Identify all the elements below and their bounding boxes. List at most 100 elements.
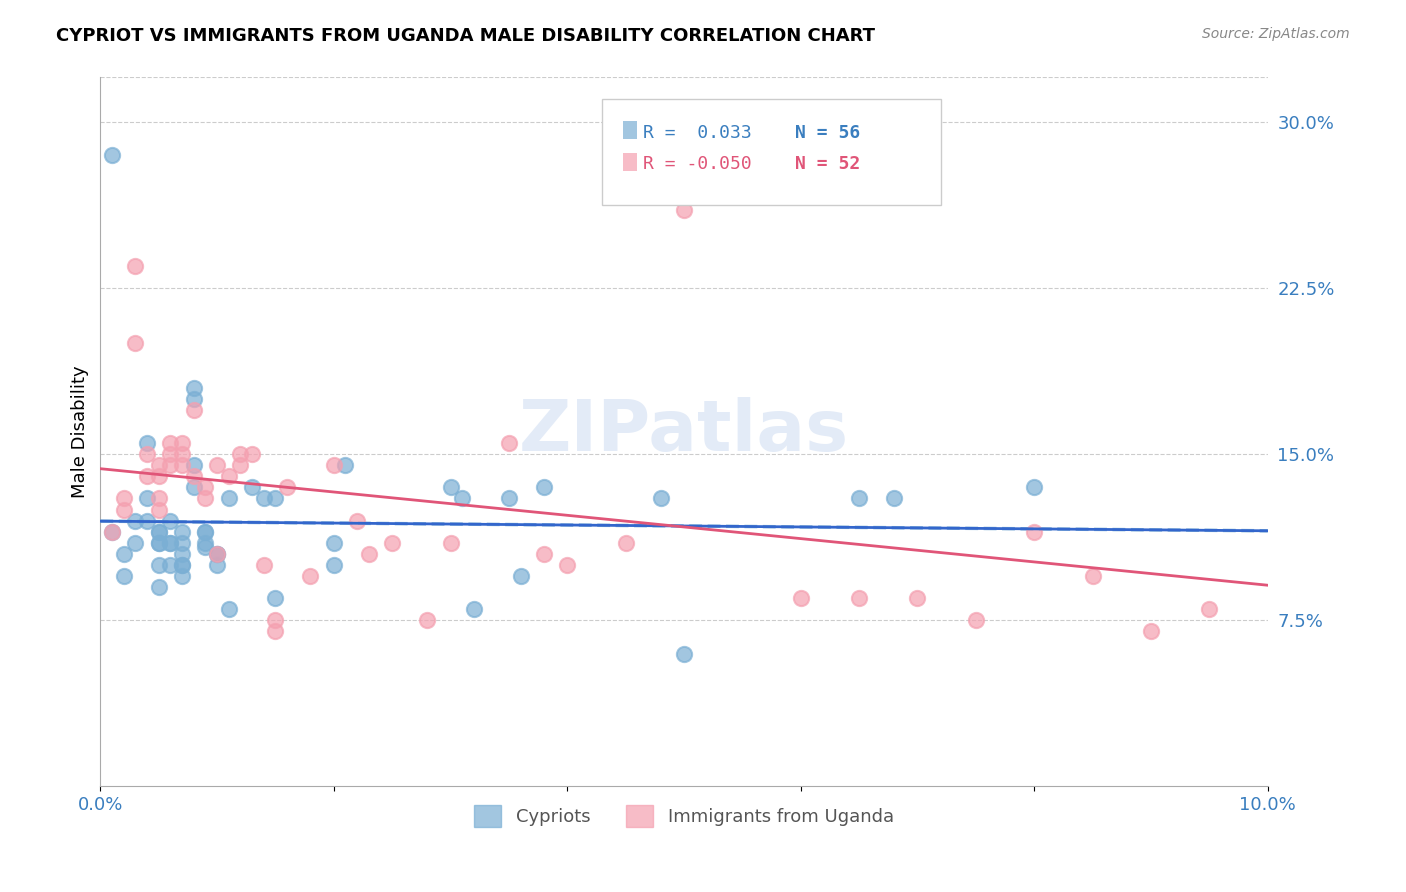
- Point: [159, 535, 181, 549]
- Point: [276, 480, 298, 494]
- Point: [159, 514, 181, 528]
- Point: [170, 547, 193, 561]
- Point: [194, 524, 217, 539]
- Text: N = 52: N = 52: [794, 155, 860, 173]
- Point: [229, 458, 252, 473]
- Point: [346, 514, 368, 528]
- Point: [253, 491, 276, 506]
- Text: N = 56: N = 56: [794, 123, 860, 142]
- Point: [136, 436, 159, 450]
- Point: [183, 469, 205, 483]
- Point: [498, 491, 520, 506]
- Point: [848, 591, 870, 606]
- Point: [299, 569, 322, 583]
- Point: [148, 558, 170, 572]
- Point: [101, 524, 124, 539]
- Point: [731, 170, 754, 185]
- Point: [159, 458, 181, 473]
- Y-axis label: Male Disability: Male Disability: [72, 366, 89, 499]
- Point: [240, 480, 263, 494]
- Point: [148, 524, 170, 539]
- Point: [170, 436, 193, 450]
- Point: [1024, 524, 1046, 539]
- Point: [101, 148, 124, 162]
- Point: [148, 502, 170, 516]
- Point: [264, 624, 287, 639]
- Point: [148, 524, 170, 539]
- Point: [555, 558, 578, 572]
- Point: [183, 480, 205, 494]
- Point: [170, 558, 193, 572]
- Point: [205, 558, 228, 572]
- Point: [965, 613, 987, 627]
- Text: CYPRIOT VS IMMIGRANTS FROM UGANDA MALE DISABILITY CORRELATION CHART: CYPRIOT VS IMMIGRANTS FROM UGANDA MALE D…: [56, 27, 876, 45]
- Point: [194, 491, 217, 506]
- Point: [124, 259, 146, 273]
- Point: [205, 458, 228, 473]
- Point: [148, 491, 170, 506]
- Point: [218, 602, 240, 616]
- Point: [498, 436, 520, 450]
- Point: [148, 580, 170, 594]
- Point: [205, 547, 228, 561]
- Point: [264, 591, 287, 606]
- Point: [253, 558, 276, 572]
- Point: [650, 491, 672, 506]
- Point: [322, 458, 344, 473]
- Point: [533, 547, 555, 561]
- Point: [218, 469, 240, 483]
- Point: [264, 491, 287, 506]
- Point: [322, 558, 344, 572]
- Point: [533, 480, 555, 494]
- Point: [148, 458, 170, 473]
- Point: [614, 535, 637, 549]
- Point: [183, 402, 205, 417]
- Point: [136, 447, 159, 461]
- Point: [205, 547, 228, 561]
- Point: [848, 491, 870, 506]
- Point: [218, 491, 240, 506]
- Point: [159, 447, 181, 461]
- Point: [451, 491, 474, 506]
- Point: [1198, 602, 1220, 616]
- Point: [112, 569, 135, 583]
- Point: [1081, 569, 1104, 583]
- Point: [1140, 624, 1163, 639]
- Point: [170, 447, 193, 461]
- Point: [463, 602, 485, 616]
- Point: [672, 203, 695, 218]
- Text: R = -0.050: R = -0.050: [643, 155, 752, 173]
- Point: [381, 535, 404, 549]
- Point: [229, 447, 252, 461]
- FancyBboxPatch shape: [623, 153, 637, 171]
- Point: [883, 491, 905, 506]
- Point: [264, 613, 287, 627]
- Point: [170, 569, 193, 583]
- Point: [159, 436, 181, 450]
- Point: [124, 514, 146, 528]
- Point: [194, 540, 217, 554]
- Point: [183, 392, 205, 406]
- Point: [148, 469, 170, 483]
- Point: [112, 491, 135, 506]
- Point: [439, 535, 461, 549]
- Point: [148, 535, 170, 549]
- Point: [416, 613, 439, 627]
- Point: [907, 591, 929, 606]
- Text: ZIPatlas: ZIPatlas: [519, 398, 849, 467]
- Point: [159, 558, 181, 572]
- Text: R =  0.033: R = 0.033: [643, 123, 752, 142]
- Legend: Cypriots, Immigrants from Uganda: Cypriots, Immigrants from Uganda: [467, 797, 901, 834]
- Text: Source: ZipAtlas.com: Source: ZipAtlas.com: [1202, 27, 1350, 41]
- Point: [136, 469, 159, 483]
- Point: [183, 381, 205, 395]
- Point: [170, 524, 193, 539]
- Point: [357, 547, 380, 561]
- FancyBboxPatch shape: [602, 99, 941, 205]
- Point: [112, 502, 135, 516]
- FancyBboxPatch shape: [623, 121, 637, 139]
- Point: [136, 491, 159, 506]
- Point: [170, 558, 193, 572]
- Point: [322, 535, 344, 549]
- Point: [194, 524, 217, 539]
